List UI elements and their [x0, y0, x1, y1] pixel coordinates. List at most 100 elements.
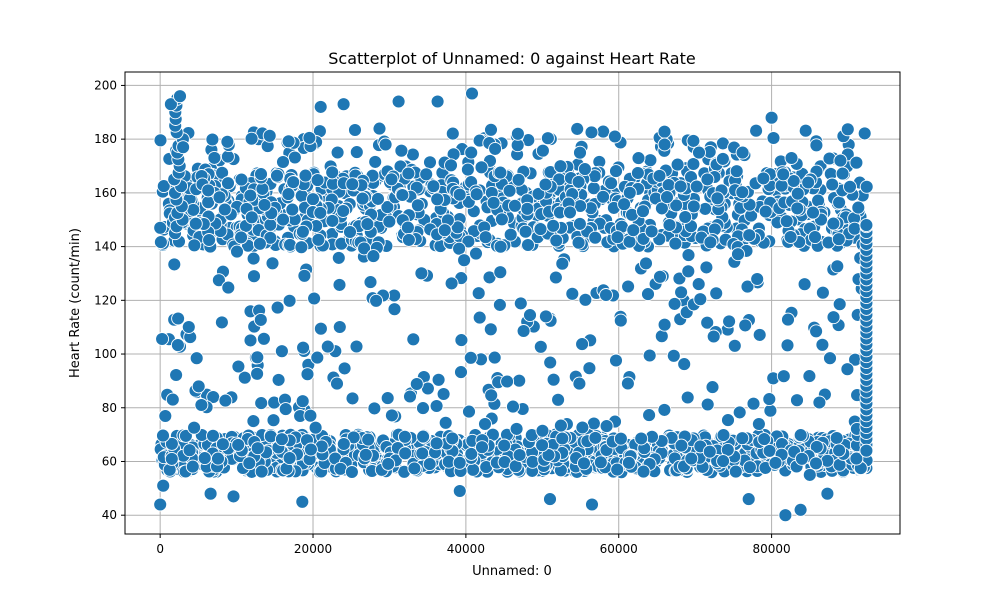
data-point	[212, 190, 227, 205]
data-point	[784, 151, 799, 165]
data-point	[346, 430, 361, 445]
data-point	[325, 213, 340, 228]
data-point	[221, 176, 235, 191]
data-point	[776, 369, 791, 384]
data-point	[215, 165, 230, 180]
data-point	[577, 456, 591, 471]
data-point	[295, 494, 310, 509]
data-point	[793, 502, 808, 517]
data-point	[604, 176, 619, 191]
data-point	[253, 312, 268, 327]
data-point	[674, 438, 689, 453]
data-point	[478, 230, 493, 245]
data-point	[533, 339, 548, 354]
data-point	[406, 332, 421, 347]
data-point	[363, 275, 378, 290]
y-tick-label: 120	[94, 293, 117, 307]
data-point	[231, 359, 246, 374]
data-point	[194, 398, 209, 412]
data-point	[234, 172, 249, 187]
data-point	[307, 291, 322, 306]
data-point	[610, 462, 625, 477]
data-point	[178, 428, 193, 443]
data-point	[669, 198, 684, 213]
data-point	[313, 205, 328, 220]
data-point	[715, 151, 730, 166]
data-point	[543, 492, 557, 507]
data-point	[859, 443, 874, 458]
data-point	[483, 322, 498, 337]
data-point	[572, 216, 587, 231]
data-point	[728, 464, 743, 479]
data-point	[474, 160, 489, 175]
data-point	[686, 133, 701, 148]
data-point	[510, 126, 525, 141]
data-point	[546, 218, 561, 233]
data-point	[153, 133, 168, 148]
data-point	[263, 217, 278, 232]
data-point	[452, 241, 467, 256]
data-point	[572, 376, 587, 391]
data-point	[741, 492, 756, 507]
data-point	[642, 408, 657, 423]
data-point	[206, 428, 220, 443]
data-point	[809, 439, 824, 454]
data-point	[444, 276, 459, 291]
data-point	[820, 453, 835, 468]
data-point	[700, 172, 715, 187]
data-point	[294, 240, 309, 255]
data-point	[531, 186, 546, 201]
data-point	[641, 287, 655, 302]
data-point	[575, 337, 590, 352]
data-point	[286, 175, 301, 190]
data-point	[692, 145, 706, 160]
data-point	[445, 431, 460, 446]
data-point	[226, 489, 241, 504]
data-point	[831, 232, 846, 247]
data-point	[410, 198, 425, 213]
data-point	[403, 389, 417, 404]
data-point	[416, 429, 431, 444]
data-point	[345, 391, 360, 406]
data-point	[859, 218, 874, 233]
data-point	[851, 200, 866, 215]
data-point	[722, 314, 737, 329]
data-point	[274, 344, 289, 359]
data-point	[187, 420, 202, 435]
data-point	[464, 145, 479, 160]
data-point	[596, 124, 611, 139]
data-point	[551, 392, 566, 407]
data-point	[599, 419, 614, 434]
data-point	[349, 339, 364, 354]
y-tick-label: 140	[94, 240, 117, 254]
data-point	[164, 451, 179, 466]
data-point	[391, 94, 406, 109]
data-point	[452, 187, 467, 202]
data-point	[361, 432, 376, 447]
data-point	[644, 224, 659, 239]
data-point	[220, 149, 235, 164]
data-point	[405, 147, 420, 162]
data-point	[156, 478, 171, 493]
data-point	[825, 177, 840, 192]
data-point	[630, 166, 645, 180]
data-point	[430, 192, 445, 207]
data-point	[668, 236, 683, 251]
data-point	[509, 421, 524, 436]
data-point	[463, 350, 478, 365]
data-point	[325, 165, 340, 180]
data-point	[332, 320, 347, 334]
data-point	[809, 456, 823, 471]
data-point	[202, 233, 217, 247]
data-point	[657, 402, 672, 417]
data-point	[617, 197, 632, 212]
data-point	[218, 393, 233, 408]
data-point	[832, 443, 847, 458]
data-point	[387, 302, 402, 317]
data-point	[488, 141, 503, 156]
data-point	[372, 121, 387, 136]
data-point	[176, 140, 191, 155]
data-point	[543, 355, 558, 370]
data-point	[610, 230, 625, 245]
data-point	[429, 399, 444, 413]
